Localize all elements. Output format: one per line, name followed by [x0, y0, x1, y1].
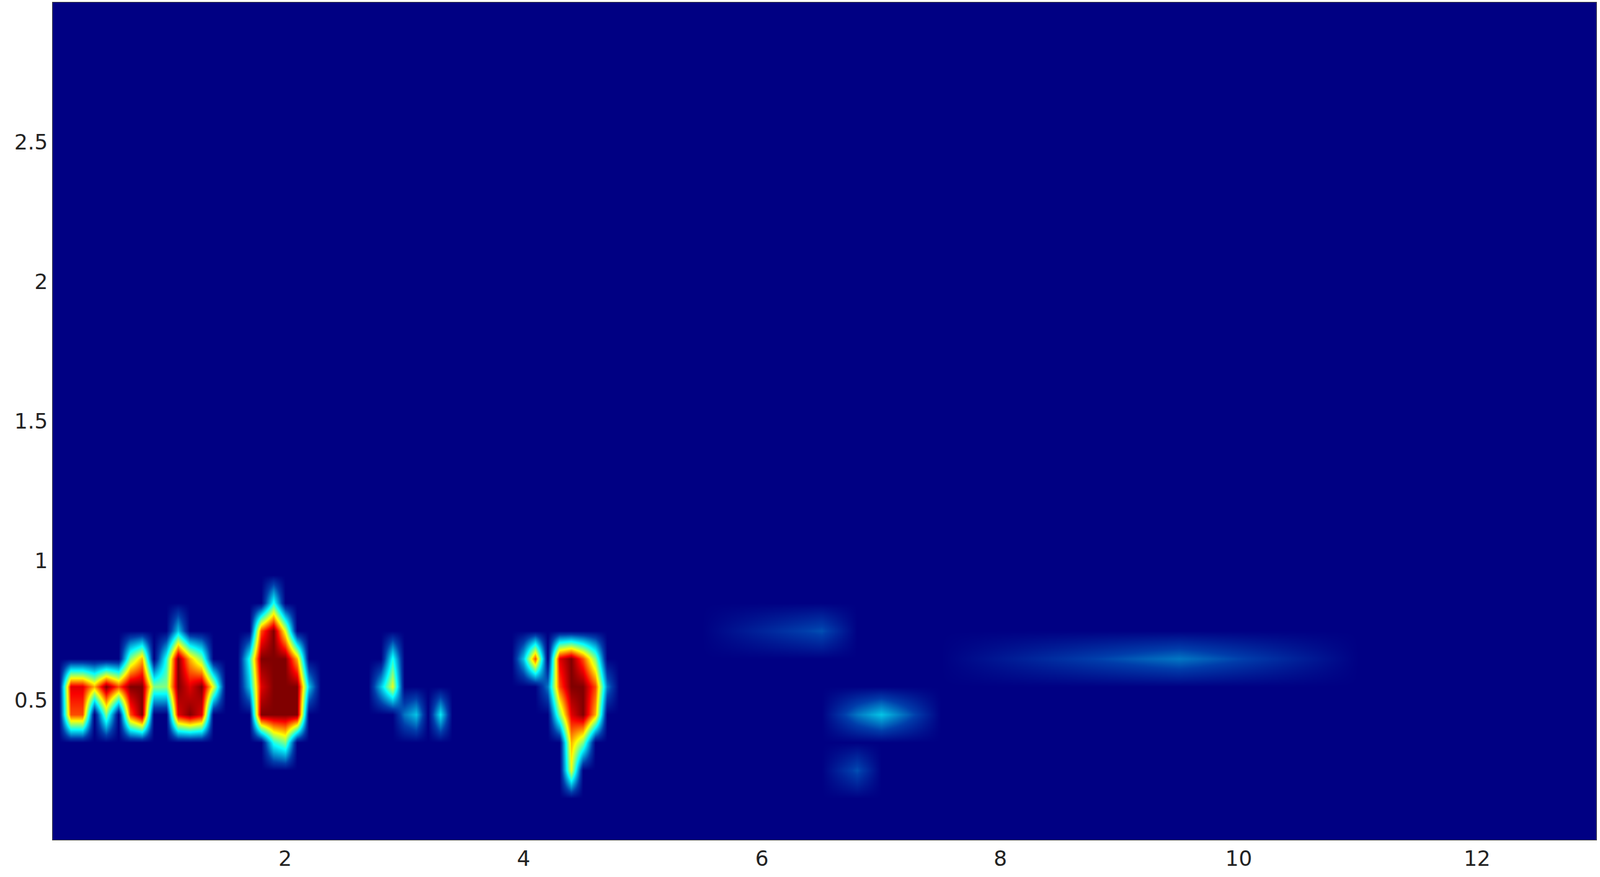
- svg-text:0.5: 0.5: [14, 687, 48, 713]
- svg-text:8: 8: [993, 845, 1008, 871]
- svg-text:2: 2: [278, 845, 293, 871]
- svg-text:4: 4: [516, 845, 531, 871]
- svg-text:12: 12: [1463, 845, 1491, 871]
- svg-text:2.5: 2.5: [14, 129, 48, 155]
- svg-text:2: 2: [34, 269, 49, 294]
- svg-text:1: 1: [34, 548, 49, 574]
- svg-text:1.5: 1.5: [14, 408, 48, 434]
- svg-text:10: 10: [1225, 845, 1253, 871]
- svg-text:6: 6: [755, 845, 769, 871]
